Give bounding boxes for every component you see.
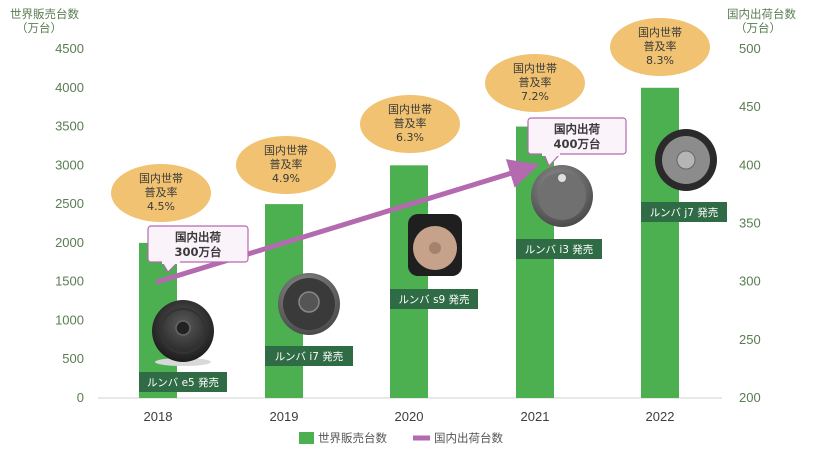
right-axis: 200 250 300 350 400 450 500: [739, 41, 761, 405]
left-tick-label: 3500: [55, 119, 84, 134]
x-tick-label: 2018: [144, 409, 173, 424]
household-bubble-line1: 国内世帯: [264, 143, 308, 157]
x-tick-label: 2021: [521, 409, 550, 424]
household-bubble-line2: 普及率: [519, 75, 552, 89]
model-label-box: [265, 346, 353, 366]
household-bubbles: 国内世帯普及率4.5%国内世帯普及率4.9%国内世帯普及率6.3%国内世帯普及率…: [111, 18, 710, 222]
household-bubble-shape: [360, 95, 460, 153]
left-tick-label: 4500: [55, 41, 84, 56]
household-bubble-line2: 普及率: [145, 185, 178, 199]
legend-bar-swatch: [299, 432, 314, 444]
legend-bar-label: 世界販売台数: [318, 431, 387, 445]
household-bubble-line1: 国内世帯: [513, 61, 557, 75]
model-labels: ルンバ e5 発売 ルンバ i7 発売 ルンバ s9 発売 ルンバ i3 発売 ルンバ …: [139, 202, 727, 392]
left-axis-title: 世界販売台数: [10, 7, 79, 21]
callout-line2: 400万台: [553, 137, 600, 151]
model-label-text: ルンバ e5 発売: [147, 376, 219, 389]
right-tick-label: 300: [739, 274, 761, 289]
callout-tail-mask: [542, 152, 560, 156]
household-bubble-line3: 6.3%: [396, 131, 424, 144]
line-series: [155, 159, 539, 285]
robot-i3-image: [531, 165, 593, 227]
left-tick-label: 2500: [55, 196, 84, 211]
callout-line1: 国内出荷: [554, 122, 600, 136]
model-label-box: [390, 289, 478, 309]
model-label-text: ルンバ i7 発売: [275, 350, 344, 363]
household-bubble-line1: 国内世帯: [388, 102, 432, 116]
right-tick-label: 250: [739, 332, 761, 347]
callout-line2: 300万台: [174, 245, 221, 259]
x-tick-label: 2020: [395, 409, 424, 424]
x-tick-label: 2019: [270, 409, 299, 424]
right-axis-title: 国内出荷台数: [727, 7, 796, 21]
right-tick-label: 350: [739, 216, 761, 231]
right-axis-unit: （万台）: [735, 21, 781, 35]
right-tick-label: 200: [739, 390, 761, 405]
left-axis-unit: （万台）: [16, 21, 62, 35]
left-tick-label: 1500: [55, 274, 84, 289]
right-tick-label: 450: [739, 99, 761, 114]
model-label-2018: ルンバ e5 発売: [139, 372, 227, 392]
left-tick-label: 3000: [55, 157, 84, 172]
robot-i7-image: [278, 273, 340, 335]
household-bubble-line1: 国内世帯: [638, 25, 682, 39]
x-tick-label: 2022: [646, 409, 675, 424]
callout-box: [147, 225, 249, 263]
callout-tail-mask: [162, 260, 180, 264]
household-bubble-line3: 8.3%: [646, 54, 674, 67]
household-bubble-line2: 普及率: [644, 39, 677, 53]
household-bubble-shape: [236, 136, 336, 194]
shipment-point: [155, 279, 161, 285]
callout-line1: 国内出荷: [175, 230, 221, 244]
legend: 世界販売台数 国内出荷台数: [299, 431, 503, 445]
model-label-text: ルンバ i3 発売: [525, 243, 594, 256]
right-tick-label: 500: [739, 41, 761, 56]
model-label-2021: ルンバ i3 発売: [516, 239, 602, 259]
left-tick-label: 1000: [55, 312, 84, 327]
model-label-box: [139, 372, 227, 392]
robot-j7-image: [655, 129, 717, 191]
callout-tail: [161, 261, 179, 273]
model-label-2020: ルンバ s9 発売: [390, 289, 478, 309]
x-axis: 2018 2019 2020 2021 2022: [144, 409, 675, 424]
model-label-text: ルンバ j7 発売: [650, 206, 719, 219]
left-tick-label: 500: [62, 351, 84, 366]
household-bubble-line2: 普及率: [394, 116, 427, 130]
left-tick-label: 0: [77, 390, 84, 405]
left-axis: 0 500 1000 1500 2000 2500 3000 3500 4000 4500: [55, 41, 84, 405]
household-bubble-shape: [485, 54, 585, 112]
household-bubble-line3: 4.9%: [272, 172, 300, 185]
legend-line-label: 国内出荷台数: [434, 431, 503, 445]
household-bubble-line1: 国内世帯: [139, 171, 183, 185]
model-label-text: ルンバ s9 発売: [398, 293, 469, 306]
model-label-2019: ルンバ i7 発売: [265, 346, 353, 366]
left-tick-label: 4000: [55, 80, 84, 95]
household-bubble-line3: 7.2%: [521, 90, 549, 103]
robot-s9-image: [408, 214, 462, 276]
robot-e5-image: [152, 300, 214, 366]
left-tick-label: 2000: [55, 235, 84, 250]
model-label-box: [641, 202, 727, 222]
household-bubble-line2: 普及率: [270, 157, 303, 171]
household-bubble-shape: [610, 18, 710, 76]
shipment-point: [532, 162, 538, 168]
callout-box: [527, 117, 627, 155]
shipment-line: [157, 159, 539, 285]
right-tick-label: 400: [739, 157, 761, 172]
callout-tail: [543, 153, 561, 168]
model-label-2022: ルンバ j7 発売: [641, 202, 727, 222]
household-bubble-line3: 4.5%: [147, 200, 175, 213]
model-label-box: [516, 239, 602, 259]
household-bubble-shape: [111, 164, 211, 222]
